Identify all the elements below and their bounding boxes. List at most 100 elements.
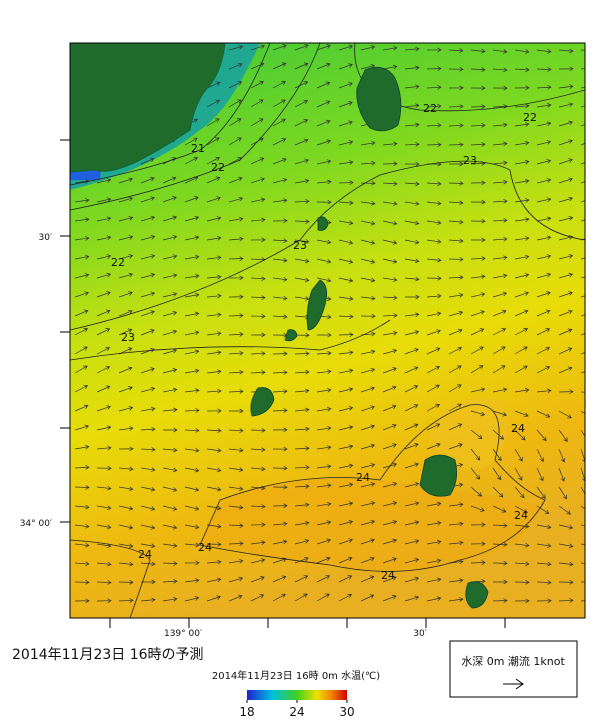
current-arrow — [558, 389, 574, 395]
current-arrow — [184, 273, 200, 279]
current-arrow — [382, 404, 397, 412]
current-arrow — [206, 176, 221, 184]
current-arrow — [360, 424, 375, 431]
current-arrow — [426, 423, 441, 431]
current-arrow — [338, 519, 354, 526]
legend-label: 水深 0m 潮流 1knot — [461, 654, 565, 668]
contour-label: 22 — [423, 102, 437, 115]
current-arrow — [272, 351, 288, 357]
current-arrow — [470, 256, 486, 261]
current-arrow — [162, 310, 178, 317]
current-arrow — [294, 178, 310, 184]
current-arrow — [426, 539, 442, 545]
current-arrow — [514, 598, 530, 604]
current-arrow — [272, 521, 288, 527]
current-arrow — [558, 524, 574, 530]
current-arrow — [294, 62, 309, 70]
current-arrow — [184, 560, 200, 566]
current-arrow — [74, 542, 90, 548]
current-arrow — [492, 218, 508, 223]
current-arrow — [96, 178, 112, 184]
current-arrow — [184, 542, 200, 548]
current-arrow — [250, 237, 266, 243]
current-arrow — [338, 140, 354, 146]
current-arrow — [272, 408, 288, 413]
contour-label: 23 — [121, 331, 135, 344]
current-arrow — [74, 365, 88, 374]
current-arrow — [272, 177, 288, 184]
current-arrow — [448, 181, 464, 186]
current-arrow — [514, 85, 530, 91]
current-arrow — [206, 118, 220, 127]
current-arrow — [96, 197, 112, 203]
current-arrow — [96, 598, 112, 604]
current-arrow — [558, 366, 573, 374]
current-arrow — [206, 486, 222, 492]
warm-water — [200, 477, 540, 572]
current-arrow — [536, 159, 552, 165]
current-arrow — [316, 387, 332, 393]
current-arrow — [514, 561, 530, 567]
current-arrow — [162, 348, 178, 355]
current-arrow — [360, 443, 376, 450]
current-arrow — [96, 524, 112, 530]
current-arrow — [228, 236, 244, 242]
current-arrow — [426, 501, 442, 507]
current-arrow — [448, 238, 464, 244]
current-arrow — [448, 423, 463, 431]
current-arrow — [492, 198, 508, 204]
current-arrow — [382, 201, 398, 206]
current-arrow — [448, 275, 464, 280]
current-arrow — [338, 538, 353, 545]
current-arrow — [360, 405, 375, 412]
title: 2014年11月23日 16時の予測 — [12, 647, 204, 663]
current-arrow — [514, 122, 530, 127]
current-arrow — [96, 445, 112, 451]
contour-label: 24 — [356, 471, 370, 484]
contour-label: 24 — [511, 422, 525, 435]
lon-label: 30′ — [413, 629, 427, 639]
current-arrow — [448, 219, 464, 225]
current-arrow — [228, 447, 244, 453]
current-arrow — [118, 177, 133, 184]
current-arrow — [74, 327, 89, 336]
current-arrow — [294, 239, 310, 244]
current-arrow — [272, 427, 288, 433]
current-arrow — [448, 578, 464, 583]
current-arrow — [96, 272, 112, 279]
current-arrow — [294, 483, 310, 489]
current-arrow — [206, 274, 222, 280]
current-arrow — [404, 462, 420, 469]
current-arrow — [294, 351, 310, 356]
current-arrow — [294, 388, 310, 394]
current-arrow — [404, 161, 420, 167]
current-arrow — [206, 350, 222, 355]
current-arrow — [492, 448, 502, 461]
current-arrow — [536, 524, 552, 530]
current-arrow — [316, 119, 331, 127]
current-arrow — [360, 239, 376, 245]
current-arrow — [492, 291, 508, 298]
current-arrow — [448, 597, 464, 602]
current-arrow — [272, 80, 286, 89]
current-arrow — [426, 200, 442, 206]
current-arrow — [360, 463, 376, 469]
current-arrow — [294, 557, 309, 564]
current-arrow — [206, 428, 222, 434]
current-arrow — [118, 486, 134, 492]
current-arrow — [272, 465, 288, 471]
current-arrow — [184, 235, 200, 241]
current-arrow — [294, 277, 310, 283]
current-arrow — [250, 80, 264, 89]
current-arrow — [470, 410, 486, 417]
current-arrow — [316, 556, 331, 564]
current-arrow — [74, 404, 89, 412]
current-arrow — [536, 309, 551, 317]
current-arrow — [206, 216, 222, 222]
map: 21 22 22 22 22 23 23 23 24 24 24 24 24 24 — [70, 43, 585, 618]
current-arrow — [294, 369, 310, 375]
current-arrow — [448, 256, 464, 262]
current-arrow — [404, 46, 420, 52]
current-arrow — [250, 370, 266, 375]
current-arrow — [580, 68, 585, 70]
